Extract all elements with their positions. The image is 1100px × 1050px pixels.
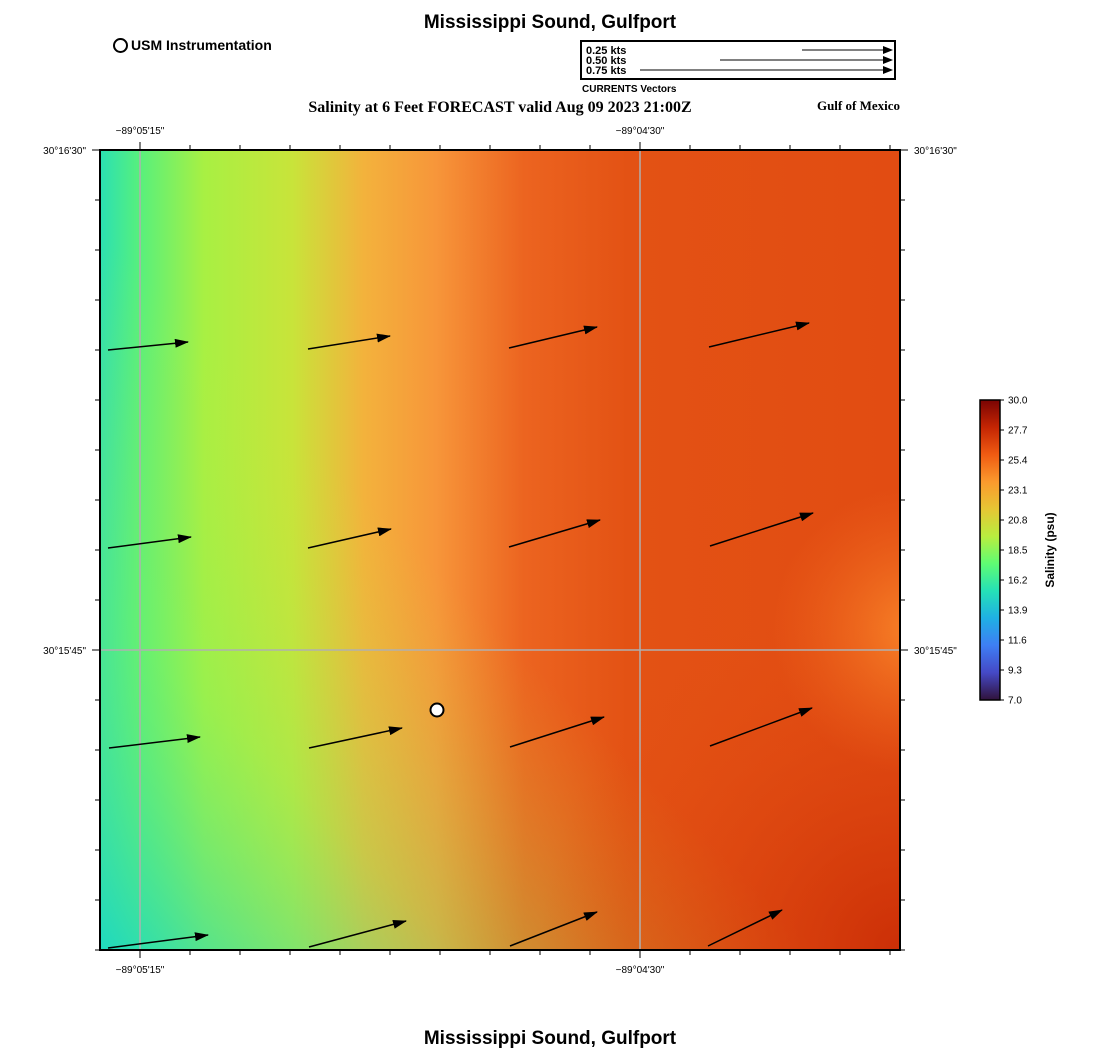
current-vector: [107, 534, 192, 549]
colorbar: 30.0 27.7 25.4 23.1 20.8 18.5 16.2 13.9 11.6 9.3 7…: [979, 396, 1057, 707]
lat-label-right: 30°16'30": [914, 146, 957, 157]
colorbar-tick-label: 7.0: [1008, 696, 1022, 707]
colorbar-tick-label: 13.9: [1008, 606, 1028, 617]
colorbar-tick-label: 11.6: [1008, 636, 1027, 647]
region-label: Gulf of Mexico: [816, 98, 900, 113]
lon-label-bottom: −89°05'15": [116, 965, 165, 976]
colorbar-tick-label: 20.8: [1008, 516, 1028, 527]
colorbar-tick-label: 9.3: [1008, 666, 1022, 677]
lon-label-top: −89°05'15": [116, 126, 165, 137]
current-vector: [307, 333, 391, 350]
salinity-map[interactable]: −89°05'15" −89°04'30" −89°05'15" −89°04'…: [0, 0, 1100, 1000]
vector-legend-row: 0.50 kts: [586, 55, 627, 67]
station-marker-icon: [113, 37, 128, 53]
colorbar-tick-label: 16.2: [1008, 576, 1028, 587]
current-vector: [107, 932, 209, 949]
vector-legend-arrows: [640, 46, 893, 74]
lat-label-right: 30°15'45": [914, 646, 957, 657]
current-vector: [509, 911, 598, 947]
colorbar-tick-label: 23.1: [1008, 486, 1028, 497]
map-title-bottom: Mississippi Sound, Gulfport: [423, 1028, 677, 1049]
station-legend-label: USM Instrumentation: [131, 37, 272, 53]
current-vector: [708, 321, 810, 348]
current-vector: [308, 726, 403, 749]
lat-label-left: 30°16'30": [43, 146, 86, 157]
colorbar-tick-label: 27.7: [1008, 426, 1028, 437]
map-title: Mississippi Sound, Gulfport: [423, 12, 677, 33]
vector-legend-row: 0.25 kts: [586, 45, 627, 57]
colorbar-tick-label: 25.4: [1008, 456, 1028, 467]
colorbar-tick-label: 30.0: [1008, 396, 1028, 407]
colorbar-tick-label: 18.5: [1008, 546, 1028, 557]
current-vector: [508, 519, 601, 548]
lat-label-left: 30°15'45": [43, 646, 86, 657]
vector-legend-row: 0.75 kts: [586, 65, 627, 77]
vector-legend-caption: CURRENTS Vectors: [582, 84, 677, 95]
current-vector: [107, 338, 189, 351]
lon-label-bottom: −89°04'30": [616, 965, 665, 976]
current-vector: [709, 707, 813, 747]
current-vector: [707, 909, 783, 947]
current-vector: [308, 920, 407, 948]
station-legend: USM Instrumentation: [113, 37, 272, 53]
current-vector: [508, 325, 598, 349]
colorbar-ticks: 30.0 27.7 25.4 23.1 20.8 18.5 16.2 13.9 11.6 9.3 7…: [1000, 396, 1028, 707]
vector-legend: 0.25 kts 0.50 kts 0.75 kts: [580, 40, 896, 80]
map-subtitle: Salinity at 6 Feet FORECAST valid Aug 09…: [308, 99, 692, 116]
current-vectors: [107, 321, 814, 949]
graticule: [100, 150, 900, 950]
lon-label-top: −89°04'30": [616, 126, 665, 137]
current-vector: [509, 716, 605, 748]
colorbar-label: Salinity (psu): [1043, 512, 1057, 587]
current-vector: [709, 512, 814, 547]
usm-station-marker[interactable]: [429, 702, 445, 718]
colorbar-scale: [979, 399, 1001, 701]
current-vector: [307, 527, 392, 549]
current-vector: [108, 734, 201, 749]
salinity-field-overlay: [100, 150, 900, 950]
axis-ticks: [92, 142, 908, 958]
